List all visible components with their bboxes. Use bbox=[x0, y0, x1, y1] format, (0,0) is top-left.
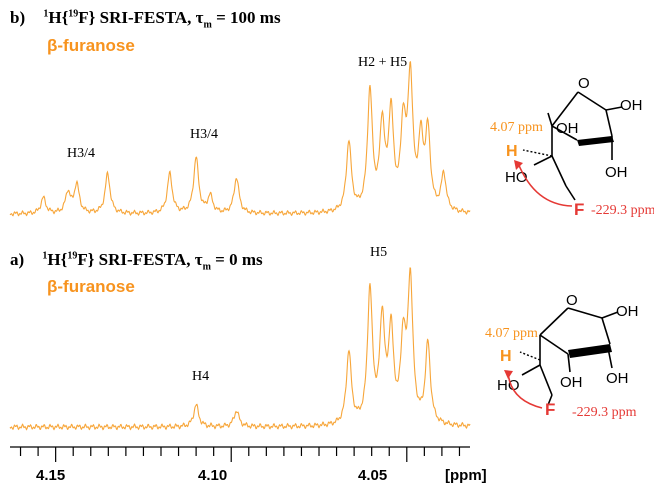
structure-a-hash bbox=[520, 352, 540, 360]
structure-a-bond bbox=[602, 318, 610, 344]
structure-a-bond bbox=[568, 308, 602, 318]
structure-a-oh-3: OH bbox=[560, 374, 583, 391]
structure-a-bond bbox=[540, 308, 568, 335]
structure-a-bond bbox=[540, 365, 552, 395]
structure-a-bond bbox=[522, 365, 540, 375]
structure-a-oh-2: OH bbox=[606, 370, 629, 387]
structure-a-f-ppm: -229.3 ppm bbox=[572, 405, 637, 420]
structure-a-ring-o: O bbox=[566, 292, 578, 309]
structure-a-h: H bbox=[500, 348, 512, 365]
structure-a-wedge bbox=[568, 344, 612, 358]
structure-a-bond bbox=[540, 335, 568, 354]
structure-a-oh-1: OH bbox=[616, 303, 639, 320]
structure-a-f: F bbox=[545, 400, 555, 419]
structure-a-ho: HO bbox=[497, 377, 520, 394]
structure-a-h-ppm: 4.07 ppm bbox=[485, 326, 538, 341]
